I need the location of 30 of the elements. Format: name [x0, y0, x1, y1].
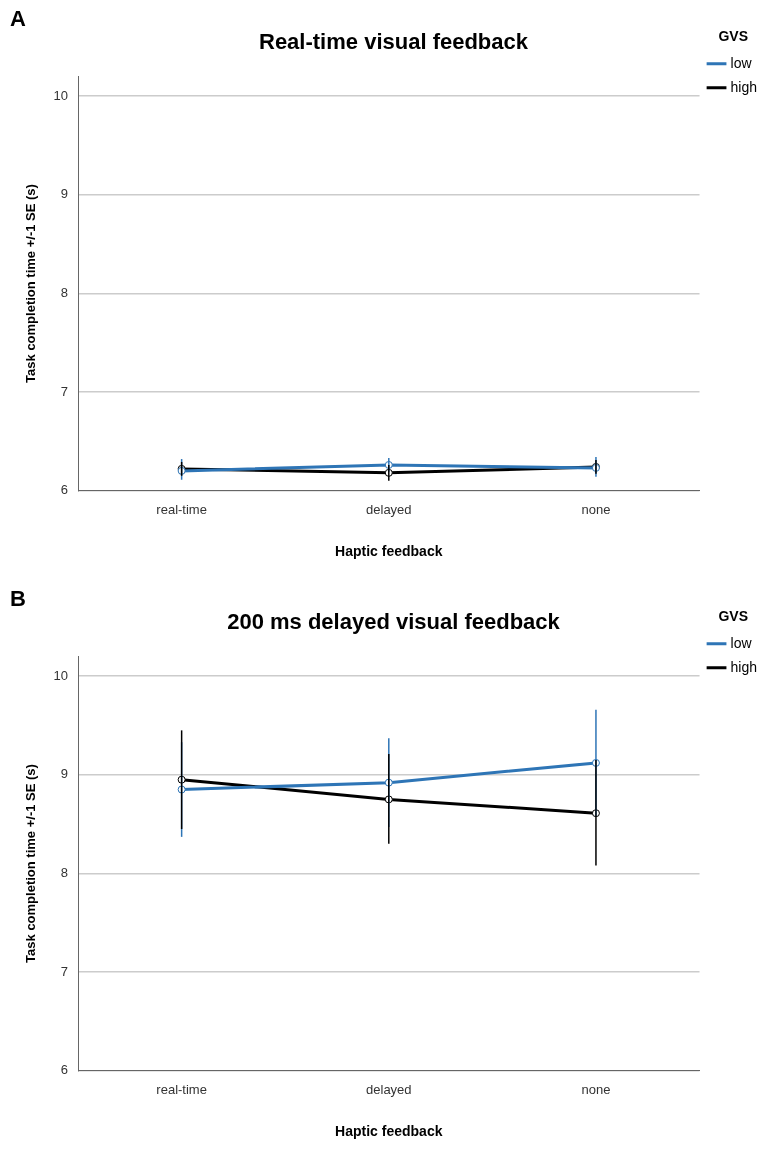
x-tick-label: none: [581, 1081, 611, 1097]
legend-label: high: [730, 658, 757, 675]
x-axis-title: Haptic feedback: [335, 543, 443, 560]
legend-label: high: [730, 78, 757, 95]
y-tick-label: 7: [60, 383, 69, 399]
y-tick-label: 9: [60, 766, 69, 782]
x-tick-label: delayed: [366, 1081, 412, 1097]
legend-label: low: [730, 54, 753, 71]
y-tick-label: 8: [60, 284, 69, 300]
y-tick-label: 8: [60, 864, 69, 880]
legend-label: low: [730, 634, 753, 651]
y-tick-label: 10: [53, 87, 69, 103]
chart-title: 200 ms delayed visual feedback: [227, 609, 561, 635]
y-tick-label: 9: [60, 186, 69, 202]
legend-title: GVS: [718, 27, 749, 44]
y-tick-label: 6: [60, 1062, 69, 1078]
y-axis-title: Task completion time +/-1 SE (s): [23, 184, 39, 383]
legend-title: GVS: [718, 607, 749, 624]
text: B: [10, 586, 26, 612]
x-axis-title: Haptic feedback: [335, 1123, 443, 1140]
text: A: [10, 6, 26, 32]
y-axis-title: Task completion time +/-1 SE (s): [23, 764, 39, 963]
y-tick-label: 10: [53, 667, 69, 683]
x-tick-label: real-time: [156, 1081, 207, 1097]
x-tick-label: delayed: [366, 501, 412, 517]
x-tick-label: real-time: [156, 501, 207, 517]
x-tick-label: none: [581, 501, 611, 517]
chart-title: Real-time visual feedback: [258, 29, 529, 55]
y-tick-label: 7: [60, 963, 69, 979]
y-tick-label: 6: [60, 482, 69, 498]
